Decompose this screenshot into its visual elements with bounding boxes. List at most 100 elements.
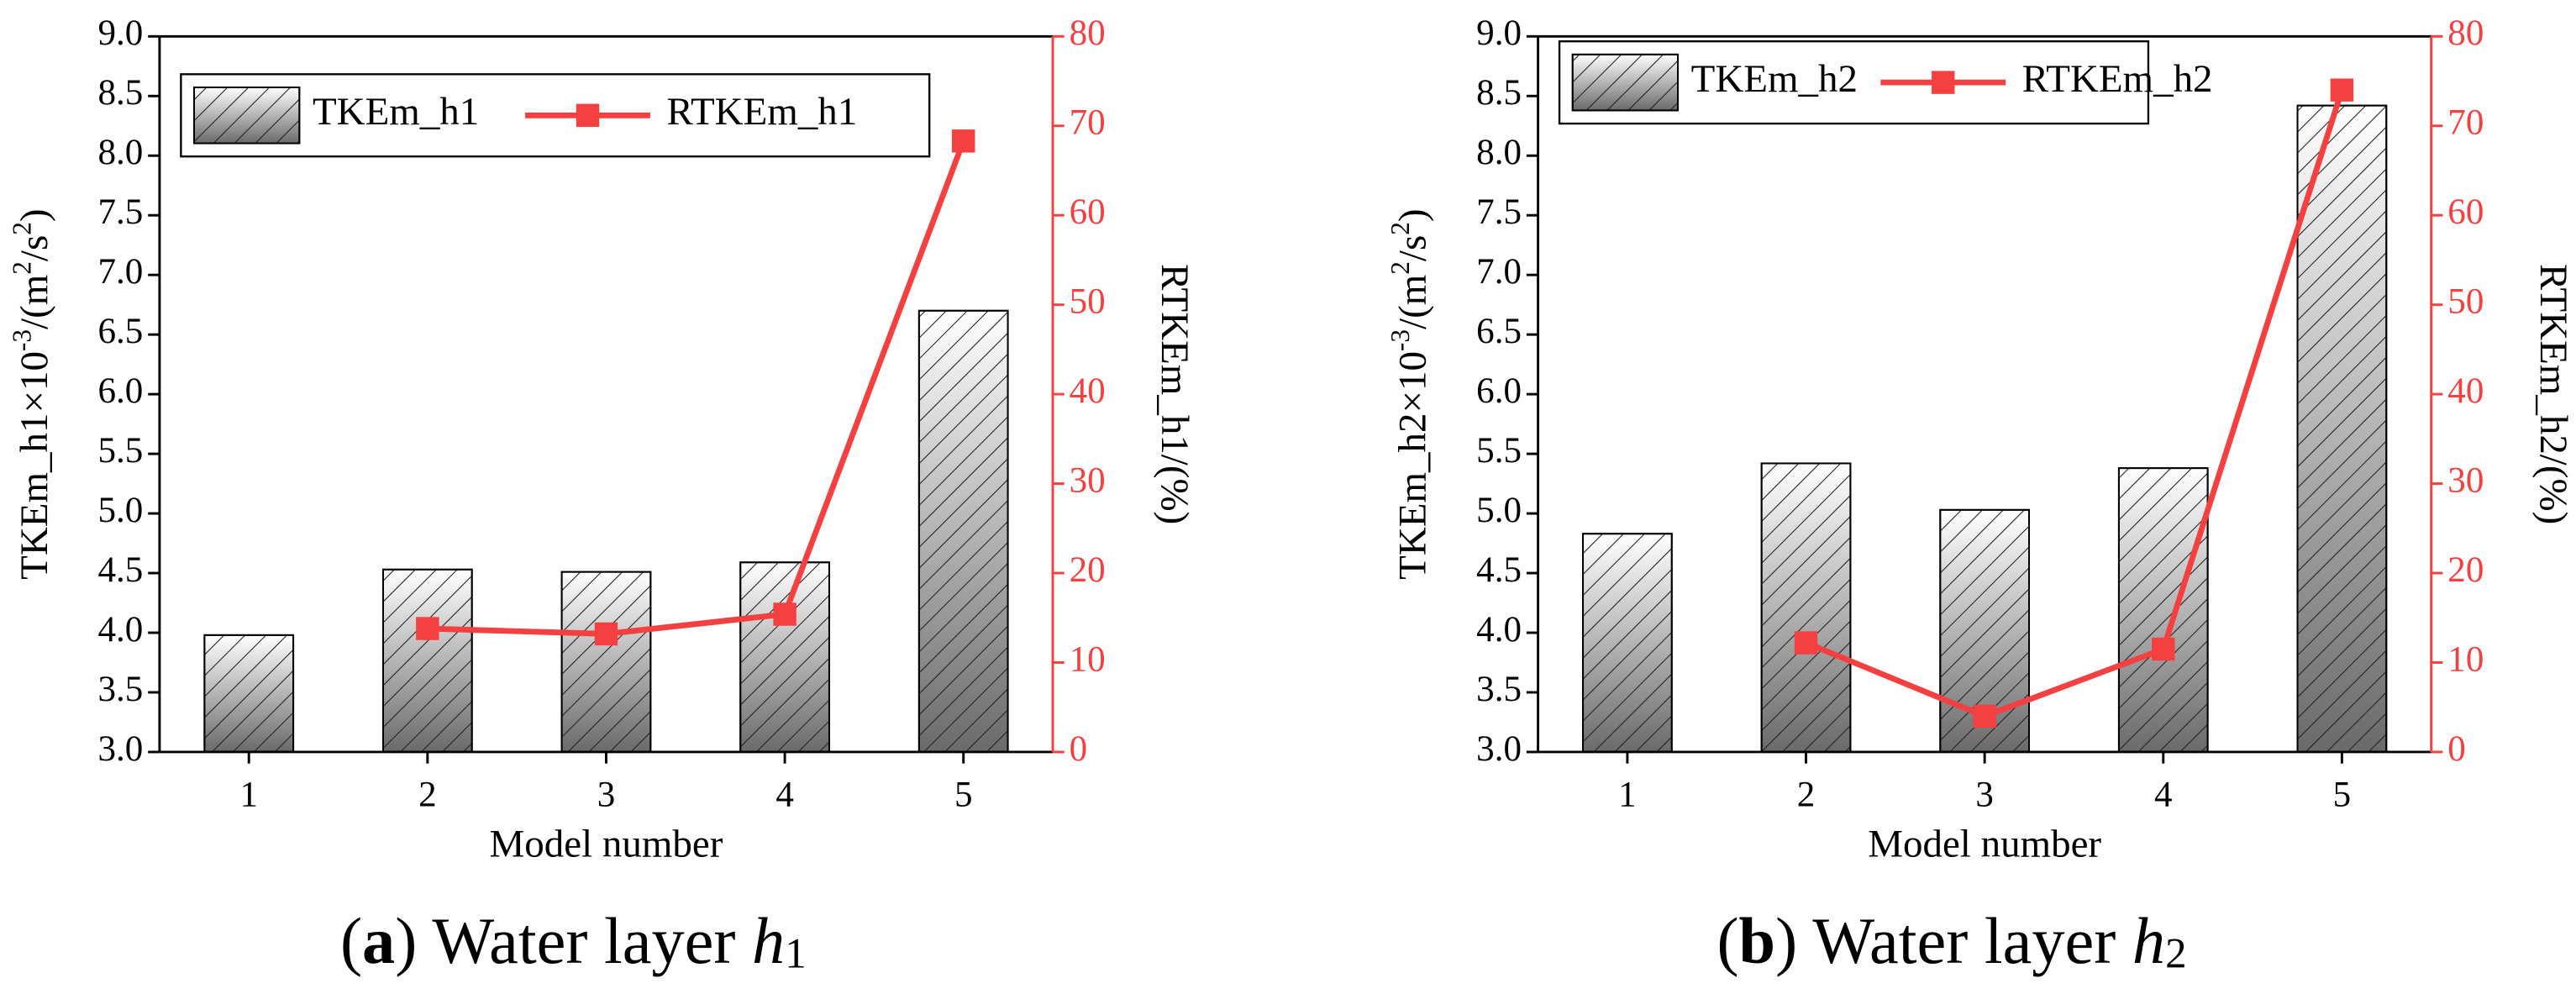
- x-tick-label: 1: [239, 776, 258, 815]
- legend-marker: [1932, 71, 1955, 94]
- y-axis-label-part: ): [1391, 208, 1434, 222]
- x-tick-label: 1: [1618, 776, 1637, 815]
- y-tick-label: 9.0: [1476, 13, 1522, 53]
- x-tick-label: 5: [2333, 776, 2352, 815]
- x-tick-label: 2: [418, 776, 437, 815]
- y-axis-label: TKEm_h2×10-3/(m2/s2): [1385, 208, 1434, 579]
- legend-marker: [576, 103, 600, 127]
- bar-hatch: [2296, 104, 2388, 753]
- caption-part: h: [752, 904, 785, 977]
- line-marker: [2152, 637, 2175, 661]
- y2-tick-label: 0: [2447, 729, 2466, 769]
- y2-tick-label: 40: [1070, 371, 1106, 411]
- line-marker: [773, 602, 796, 626]
- y2-axis-label: RTKEm_h1/(%): [1153, 264, 1196, 524]
- y-tick-label: 3.0: [1476, 729, 1522, 769]
- y2-tick-label: 80: [2447, 13, 2484, 53]
- y-tick-label: 5.5: [1476, 431, 1522, 471]
- y-tick-label: 3.0: [98, 729, 144, 769]
- y-axis-label-sup: 2: [8, 261, 37, 275]
- y2-tick-label: 10: [1070, 639, 1106, 679]
- y-axis-label-sup: 2: [8, 222, 37, 235]
- y-tick-label: 7.0: [98, 252, 144, 292]
- bar-hatch: [2117, 467, 2209, 753]
- caption-part: ) Water layer: [1775, 904, 2132, 977]
- y-tick-label: 5.5: [98, 431, 144, 471]
- y-axis-label-part: TKEm_h2×10: [1391, 351, 1434, 580]
- bar-hatch: [560, 571, 652, 753]
- y-axis-label-part: TKEm_h1×10: [13, 351, 56, 580]
- legend-swatch-hatch: [193, 87, 301, 145]
- caption-part: h: [2132, 904, 2165, 977]
- x-tick-label: 3: [597, 776, 616, 815]
- bar-hatch: [1760, 462, 1852, 753]
- y-tick-label: 7.5: [98, 192, 144, 232]
- y-tick-label: 8.5: [98, 73, 144, 113]
- caption-part: (: [340, 904, 362, 977]
- y-axis-label-part: /s: [1391, 235, 1434, 261]
- bar-hatch: [739, 561, 830, 753]
- y-tick-label: 4.0: [1476, 610, 1522, 650]
- line-marker: [594, 622, 618, 646]
- x-tick-label: 4: [775, 776, 794, 815]
- x-tick-label: 3: [1975, 776, 1994, 815]
- y-axis-label-sup: 2: [1385, 222, 1415, 235]
- bar-hatch: [917, 309, 1009, 753]
- caption: (a) Water layer h1: [340, 904, 807, 977]
- y-tick-label: 7.0: [1476, 252, 1522, 292]
- y-tick-label: 6.5: [98, 312, 144, 351]
- x-tick-label: 4: [2154, 776, 2173, 815]
- line-marker: [1794, 631, 1818, 655]
- y-axis-label: TKEm_h1×10-3/(m2/s2): [8, 208, 56, 579]
- caption: (b) Water layer h2: [1716, 904, 2186, 977]
- x-tick-label: 2: [1797, 776, 1816, 815]
- line: [427, 139, 966, 637]
- y-tick-label: 6.0: [1476, 371, 1522, 411]
- y-axis-label-part: /(m: [13, 275, 56, 329]
- line: [1805, 89, 2345, 720]
- caption-part: 1: [785, 930, 806, 977]
- y2-tick-label: 10: [2447, 639, 2484, 679]
- legend-label: TKEm_h1: [313, 90, 479, 134]
- x-axis-label: Model number: [490, 822, 723, 865]
- y2-tick-label: 70: [2447, 103, 2484, 143]
- caption-part: 2: [2165, 930, 2186, 977]
- y2-tick-label: 60: [1070, 192, 1106, 232]
- line-marker: [952, 129, 975, 153]
- y-tick-label: 8.0: [98, 133, 144, 172]
- x-tick-label: 5: [954, 776, 973, 815]
- y-tick-label: 8.5: [1476, 73, 1522, 113]
- bar-hatch: [203, 634, 295, 753]
- y-tick-label: 8.0: [1476, 133, 1522, 172]
- y-tick-label: 7.5: [1476, 192, 1522, 232]
- y-axis-label-sup: 2: [1385, 261, 1415, 275]
- x-axis-label: Model number: [1868, 822, 2101, 865]
- caption-part: b: [1739, 904, 1776, 977]
- legend-label: RTKEm_h1: [666, 90, 857, 134]
- y2-tick-label: 30: [2447, 460, 2484, 500]
- y2-tick-label: 80: [1070, 13, 1106, 53]
- y2-axis-label: RTKEm_h2/(%): [2531, 264, 2575, 524]
- y-tick-label: 3.5: [98, 670, 144, 709]
- y2-tick-label: 60: [2447, 192, 2484, 232]
- y-tick-label: 5.0: [98, 491, 144, 530]
- y2-tick-label: 0: [1070, 729, 1088, 769]
- y-tick-label: 4.5: [1476, 550, 1522, 590]
- y-tick-label: 5.0: [1476, 491, 1522, 530]
- bar-hatch: [382, 568, 473, 753]
- legend-swatch-hatch: [1571, 53, 1679, 112]
- y-tick-label: 4.0: [98, 610, 144, 650]
- bar-hatch: [1582, 533, 1673, 753]
- y-axis-label-part: ): [13, 208, 56, 222]
- y-tick-label: 3.5: [1476, 670, 1522, 709]
- y2-tick-label: 50: [1070, 282, 1106, 322]
- y2-tick-label: 30: [1070, 460, 1106, 500]
- caption-part: ) Water layer: [395, 904, 752, 977]
- line-marker: [2330, 78, 2354, 102]
- legend-label: TKEm_h2: [1691, 57, 1858, 101]
- caption-part: (: [1716, 904, 1738, 977]
- line-marker: [416, 617, 439, 640]
- y-axis-label-sup: -3: [1385, 329, 1415, 351]
